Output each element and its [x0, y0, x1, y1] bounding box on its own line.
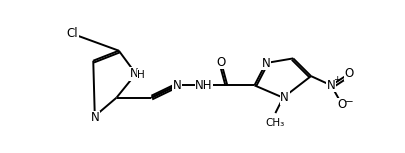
- Text: N: N: [173, 79, 181, 92]
- Text: Cl: Cl: [66, 27, 78, 40]
- Text: N: N: [262, 56, 271, 69]
- Text: −: −: [345, 97, 354, 106]
- Text: N: N: [280, 91, 289, 104]
- Text: H: H: [137, 70, 145, 80]
- Text: CH₃: CH₃: [266, 118, 285, 128]
- Text: O: O: [344, 67, 354, 80]
- Text: NH: NH: [195, 79, 213, 92]
- Text: O: O: [217, 56, 226, 69]
- Text: N: N: [90, 111, 99, 124]
- Text: O: O: [337, 98, 347, 111]
- Text: N: N: [130, 67, 139, 80]
- Text: N: N: [327, 79, 336, 92]
- Text: +: +: [333, 75, 340, 84]
